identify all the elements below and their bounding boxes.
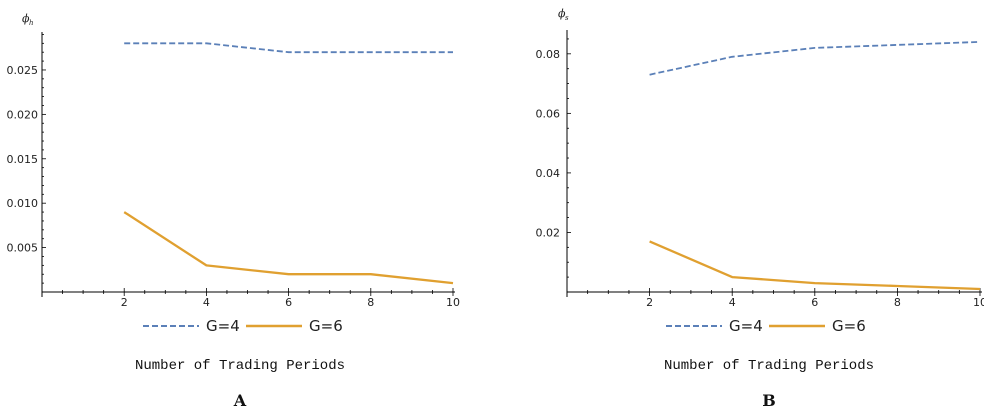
panel-b-legend-label-g6: G=6 (832, 317, 866, 335)
panel-a-series-line-g6 (123, 211, 454, 285)
panel-b-x-tick-label: 4 (729, 296, 736, 309)
panel-a-x-tick-label: 2 (121, 296, 128, 309)
panel-b-series-line-g4 (649, 41, 981, 76)
panel-a-x-tick-label: 6 (285, 296, 292, 309)
panel-a-y-tick-label: 0.005 (7, 242, 39, 255)
panel-a-series (123, 42, 454, 285)
panel-b-series-line-g6 (649, 240, 981, 291)
panel-a-legend-label-g6: G=6 (309, 317, 343, 335)
panel-a-y-tick-label: 0.015 (7, 153, 39, 166)
panel-a-y-axis-label: ϕ h (22, 12, 34, 27)
panel-a-axes: 2 4 6 8 10 0.005 0.010 0.015 0.020 0.025 (7, 32, 460, 309)
panel-b-y-tick-label: 0.08 (536, 48, 561, 61)
panel-b-ylabel-sub: s (565, 14, 569, 22)
panel-b-y-tick-label: 0.02 (536, 226, 561, 239)
panel-b-legend-label-g4: G=4 (729, 317, 763, 335)
panel-a-chart: 2 4 6 8 10 0.005 0.010 0.015 0.020 0.025 ϕ h G=4 … (7, 12, 461, 410)
panel-b-label: B (762, 391, 776, 410)
panel-a-legend: G=4 G=6 (143, 317, 343, 335)
panel-b-x-tick-label: 10 (973, 296, 984, 309)
panel-b-y-tick-label: 0.04 (536, 167, 561, 180)
panel-a-ylabel-sub: h (29, 19, 34, 27)
panel-b-legend: G=4 G=6 (666, 317, 866, 335)
panel-a-legend-label-g4: G=4 (206, 317, 240, 335)
panel-b-ylabel-phi: ϕ (558, 7, 566, 20)
panel-b-x-tick-label: 6 (811, 296, 818, 309)
panel-b-axes: 2 4 6 8 10 0.02 0.04 0.06 0.08 (536, 30, 984, 309)
panel-a-y-tick-label: 0.020 (7, 108, 39, 121)
panel-a-x-tick-label: 10 (446, 296, 460, 309)
panel-b-x-tick-label: 8 (894, 296, 901, 309)
panel-b-series (649, 41, 981, 291)
panel-a-x-tick-label: 8 (367, 296, 374, 309)
panel-a-y-tick-label: 0.010 (7, 197, 39, 210)
panel-a-series-line-g4 (124, 42, 453, 54)
panel-a-x-axis-title: Number of Trading Periods (135, 358, 345, 374)
panel-b-y-tick-label: 0.06 (536, 107, 561, 120)
panel-b-x-tick-label: 2 (646, 296, 653, 309)
panel-a-label: A (233, 391, 247, 410)
panel-a-y-tick-label: 0.025 (7, 64, 39, 77)
panel-b-y-axis-label: ϕ s (558, 7, 569, 22)
panel-a-ylabel-phi: ϕ (22, 12, 30, 25)
panel-b-x-axis-title: Number of Trading Periods (664, 358, 874, 374)
panel-b-chart: 2 4 6 8 10 0.02 0.04 0.06 0.08 ϕ s G=4 G=6 Numbe… (536, 7, 984, 410)
panel-a-x-tick-label: 4 (203, 296, 210, 309)
